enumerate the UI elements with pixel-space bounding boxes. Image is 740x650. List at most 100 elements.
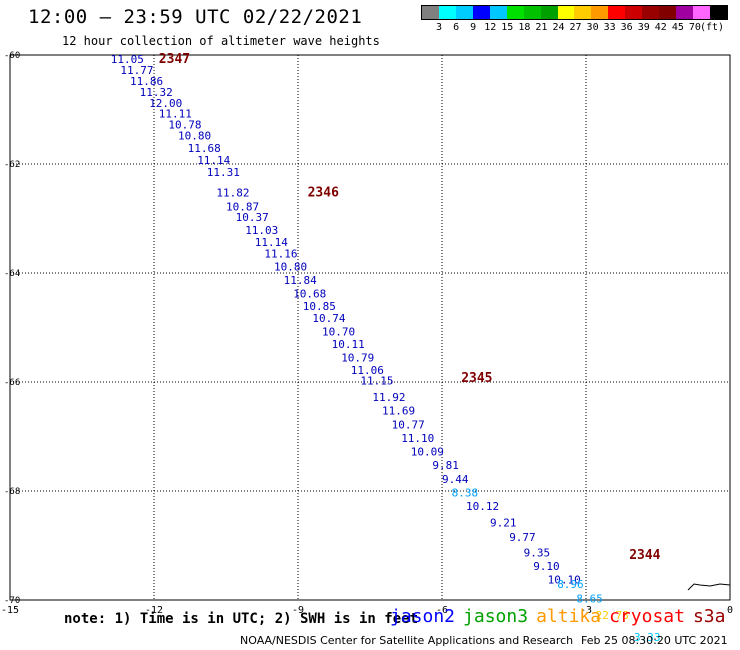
wave-height-label: 9.21	[490, 516, 517, 529]
y-tick-label: -70	[4, 596, 20, 606]
footer-note: note: 1) Time is in UTC; 2) SWH is in fe…	[64, 611, 419, 627]
color-scale-label: 30	[586, 22, 599, 33]
color-scale-label: 27	[569, 22, 582, 33]
color-swatch	[574, 6, 592, 19]
wave-height-label: 11.68	[188, 142, 221, 155]
coastline	[687, 583, 731, 591]
wave-height-label: 11.32	[140, 86, 173, 99]
legend-item-altika: altika	[536, 606, 602, 627]
wave-height-label: 9.77	[509, 531, 536, 544]
color-swatch	[608, 6, 626, 19]
color-scale-label: 15	[501, 22, 514, 33]
color-swatch	[489, 6, 507, 19]
y-tick-label: -66	[4, 378, 20, 388]
wave-height-label: 11.31	[207, 166, 240, 179]
wave-height-label: 11.05	[111, 53, 144, 66]
chart-subtitle: 12 hour collection of altimeter wave hei…	[62, 34, 380, 48]
y-tick-label: -60	[4, 51, 20, 61]
color-scale-label: 36	[620, 22, 633, 33]
wave-height-label: 11.16	[264, 248, 297, 261]
wave-height-label: 10.80	[178, 129, 211, 142]
wave-height-label: 11.82	[216, 187, 249, 200]
wave-height-label: 9.81	[432, 459, 459, 472]
wave-height-label: 12.00	[149, 97, 182, 110]
color-scale-label: 45	[671, 22, 684, 33]
legend-item-s3a: s3a	[692, 606, 726, 627]
color-swatch	[506, 6, 524, 19]
wave-height-label: 11.15	[360, 375, 393, 388]
wave-height-label: 11.77	[120, 64, 153, 77]
wave-height-label: 10.79	[341, 351, 374, 364]
credit-text: NOAA/NESDIS Center for Satellite Applica…	[240, 634, 574, 647]
color-swatch	[455, 6, 473, 19]
color-swatch	[557, 6, 575, 19]
color-scale-bar	[421, 5, 728, 20]
wave-height-label: 11.84	[284, 274, 317, 287]
color-swatch	[642, 6, 660, 19]
timestamp-text: Feb 25 08:30:20 UTC 2021	[581, 634, 728, 647]
color-scale-label: 9	[470, 22, 477, 33]
y-tick-label: -62	[4, 160, 20, 170]
wave-height-label: 11.11	[159, 108, 192, 121]
y-tick-label: -68	[4, 487, 20, 497]
wave-height-label: 10.80	[274, 260, 307, 273]
color-scale-labels: 3 6 9 12 15 18 21 24 27 30 33 36 39 42 45 70 (ft)	[421, 22, 740, 34]
y-tick-label: -64	[4, 269, 20, 279]
plot-frame	[9, 54, 731, 601]
color-swatch	[591, 6, 609, 19]
wave-height-label: 10.68	[293, 288, 326, 301]
color-scale-label: 24	[552, 22, 565, 33]
wave-height-label: 9.10	[533, 560, 560, 573]
wave-height-label: 10.78	[168, 119, 201, 132]
wave-height-label: 11.10	[401, 432, 434, 445]
wave-height-label: 10.87	[226, 200, 259, 213]
chart-title: 12:00 – 23:59 UTC 02/22/2021	[28, 6, 363, 28]
color-swatch	[422, 6, 439, 19]
x-tick-label: 0	[727, 605, 733, 616]
color-swatch	[540, 6, 558, 19]
wave-height-label: 10.70	[322, 326, 355, 339]
wave-height-label: 10.11	[332, 338, 365, 351]
color-scale-label: 18	[518, 22, 531, 33]
legend-item-cryosat: cryosat	[609, 606, 685, 627]
wave-height-label: 22.78	[596, 609, 629, 622]
wave-height-label: 11.14	[255, 236, 288, 249]
color-scale-label: (ft)	[699, 22, 725, 33]
pass-number-label: 2344	[629, 548, 660, 563]
color-scale-label: 42	[654, 22, 667, 33]
wave-height-label: 11.69	[382, 405, 415, 418]
wave-height-label: 10.09	[411, 446, 444, 459]
x-tick-label: -15	[1, 605, 19, 616]
color-swatch	[472, 6, 490, 19]
wave-height-label: 11.03	[245, 224, 278, 237]
legend-item-jason3: jason3	[463, 606, 529, 627]
wave-height-label: 9.44	[442, 473, 469, 486]
x-tick-label: -9	[292, 605, 304, 616]
wave-height-label: 8.96	[557, 578, 584, 591]
wave-height-label: 8.38	[452, 486, 479, 499]
color-swatch	[438, 6, 456, 19]
wave-height-label: 11.92	[372, 391, 405, 404]
x-tick-label: -3	[580, 605, 592, 616]
color-swatch	[676, 6, 693, 19]
satellite-legend: jason2 jason3 altika cryosat s3a	[390, 606, 733, 627]
color-scale-label: 70	[688, 22, 701, 33]
x-tick-label: -12	[145, 605, 163, 616]
color-scale-label: 21	[535, 22, 548, 33]
wave-height-label: 9.35	[524, 546, 551, 559]
wave-height-label: 10.77	[392, 418, 425, 431]
color-scale-label: 39	[637, 22, 650, 33]
pass-number-label: 2346	[308, 186, 339, 201]
color-scale-label: 12	[484, 22, 497, 33]
color-scale-label: 6	[453, 22, 460, 33]
color-scale-label: 33	[603, 22, 616, 33]
wave-height-label: 3.33	[634, 631, 661, 644]
wave-height-label: 11.14	[197, 154, 230, 167]
pass-number-label: 2347	[159, 52, 190, 67]
legend-item-jason2: jason2	[390, 606, 456, 627]
color-swatch	[693, 6, 710, 19]
pass-number-label: 2345	[461, 371, 492, 386]
wave-height-label: 11.86	[130, 75, 163, 88]
